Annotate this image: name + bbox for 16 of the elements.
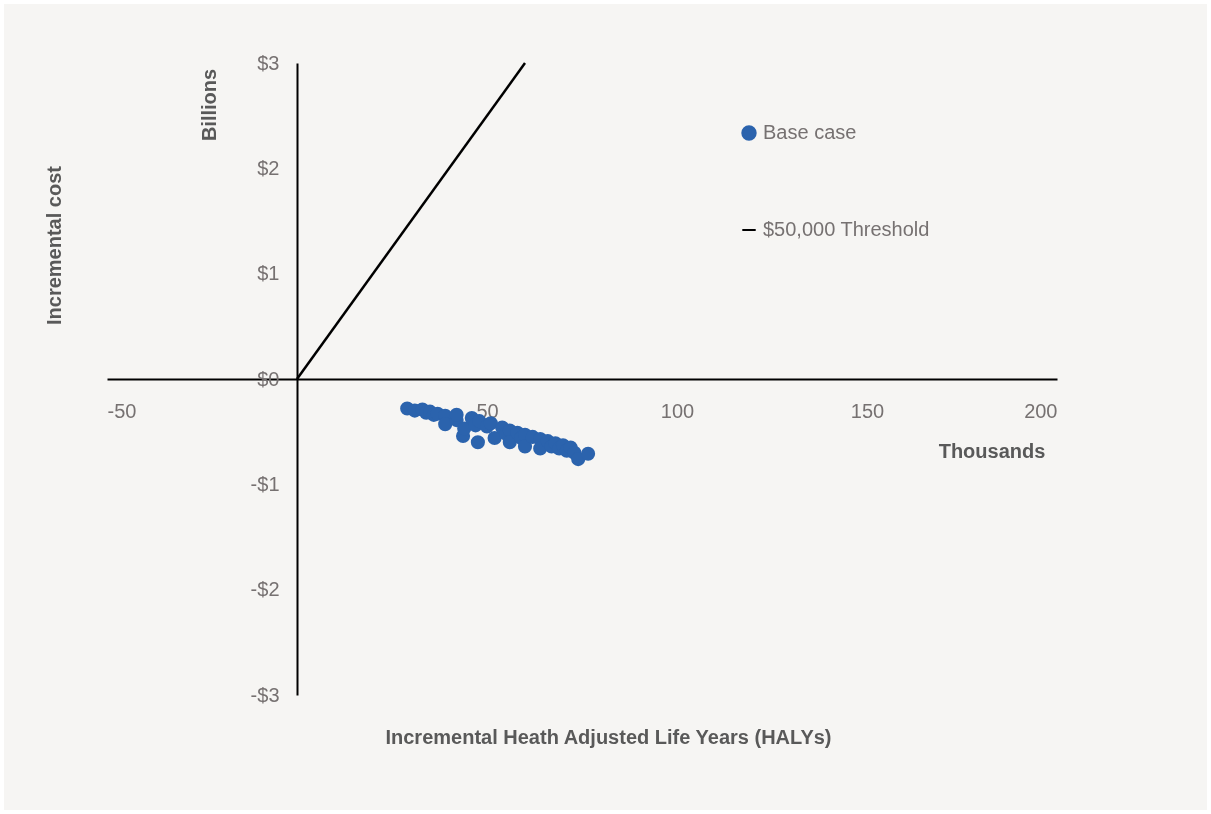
x-tick-label: 100 — [660, 399, 695, 422]
x-axis-title: Incremental Heath Adjusted Life Years (HALYs) — [385, 725, 832, 748]
y-axis-title: Incremental cost — [42, 165, 65, 325]
legend-label: Base case — [763, 121, 857, 143]
y-tick-label: $2 — [257, 156, 280, 179]
x-tick-label: 200 — [1024, 399, 1058, 422]
y-tick-label: $1 — [257, 262, 280, 285]
y-tick-label: -$1 — [250, 472, 280, 495]
y-tick-label: -$2 — [250, 578, 280, 601]
y-tick-label: -$3 — [250, 683, 280, 706]
annotation: Thousands — [938, 440, 1046, 462]
x-tick-label: 150 — [850, 399, 885, 422]
annotation: Billions — [198, 68, 220, 142]
y-tick-label: $3 — [257, 51, 280, 74]
x-tick-label: -50 — [107, 399, 137, 422]
legend-label: $50,000 Threshold — [763, 218, 930, 240]
